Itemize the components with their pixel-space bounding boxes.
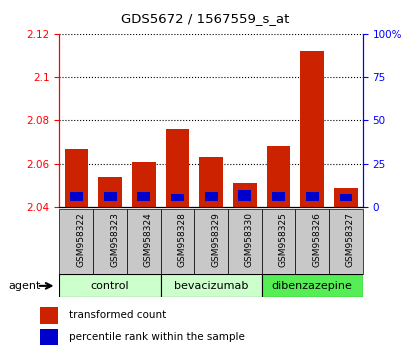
Bar (204, 192, 217, 201)
Bar (59, 209, 93, 274)
Text: agent: agent (8, 281, 40, 291)
Bar (238, 190, 251, 201)
Bar (64, 149, 88, 207)
Text: dibenzazepine: dibenzazepine (271, 281, 352, 291)
Text: GSM958325: GSM958325 (278, 212, 287, 267)
Bar (171, 194, 184, 201)
Bar (227, 209, 261, 274)
Text: GSM958322: GSM958322 (76, 212, 85, 267)
Bar (165, 129, 189, 207)
Bar (137, 192, 150, 201)
Text: GDS5672 / 1567559_s_at: GDS5672 / 1567559_s_at (121, 12, 288, 25)
Bar (328, 209, 362, 274)
Bar (199, 157, 222, 207)
Text: GSM958327: GSM958327 (345, 212, 354, 267)
Text: control: control (90, 281, 129, 291)
Bar (103, 192, 116, 201)
Bar (160, 209, 194, 274)
Bar (40, 329, 58, 345)
Bar (59, 274, 160, 297)
Bar (194, 209, 227, 274)
Bar (132, 161, 155, 207)
Bar (305, 192, 318, 201)
Bar (261, 209, 295, 274)
Bar (98, 177, 121, 207)
Bar (300, 51, 323, 207)
Bar (333, 188, 357, 207)
Text: GSM958330: GSM958330 (244, 212, 253, 267)
Text: transformed count: transformed count (69, 310, 166, 320)
Text: GSM958328: GSM958328 (177, 212, 186, 267)
Bar (261, 274, 362, 297)
Bar (272, 192, 284, 201)
Text: GSM958323: GSM958323 (110, 212, 119, 267)
Bar (232, 183, 256, 207)
Text: GSM958329: GSM958329 (211, 212, 220, 267)
Text: GSM958326: GSM958326 (312, 212, 321, 267)
Text: bevacizumab: bevacizumab (173, 281, 248, 291)
Bar (126, 209, 160, 274)
Bar (295, 209, 328, 274)
Bar (339, 194, 352, 201)
Bar (70, 192, 83, 201)
Bar (266, 147, 290, 207)
Bar (160, 274, 261, 297)
Bar (93, 209, 126, 274)
Text: GSM958324: GSM958324 (144, 212, 153, 267)
Bar (40, 307, 58, 324)
Text: percentile rank within the sample: percentile rank within the sample (69, 332, 244, 342)
